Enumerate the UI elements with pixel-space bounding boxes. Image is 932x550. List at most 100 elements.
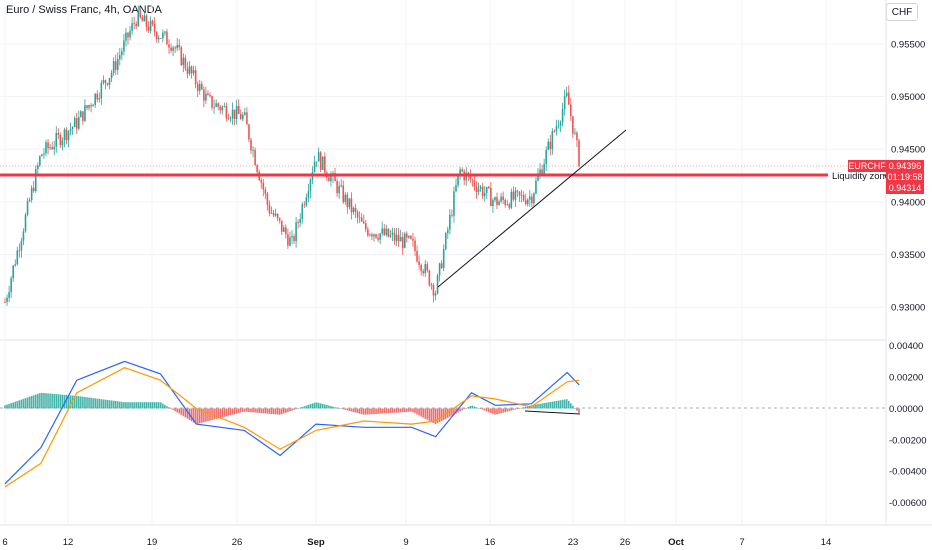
candle: [73, 116, 76, 128]
macd-histogram-bar: [123, 402, 125, 409]
candle: [102, 75, 105, 85]
macd-histogram-bar: [572, 405, 574, 409]
macd-histogram-bar: [459, 408, 461, 412]
macd-histogram-bar: [262, 408, 265, 414]
candle: [65, 127, 68, 145]
candle: [391, 227, 394, 242]
candle: [488, 185, 490, 189]
macd-histogram-bar: [422, 408, 424, 418]
candle: [20, 237, 23, 258]
macd-histogram-bar: [385, 408, 388, 414]
candle: [494, 196, 496, 203]
macd-histogram-bar: [303, 406, 306, 409]
macd-histogram-bar: [276, 408, 279, 415]
macd-histogram-bar: [84, 396, 86, 409]
candle: [133, 16, 135, 30]
macd-histogram-bar: [399, 408, 402, 413]
macd-histogram-bar: [291, 408, 293, 411]
macd-histogram-bar: [168, 407, 170, 409]
candle: [129, 26, 131, 41]
macd-histogram-bar: [453, 408, 455, 415]
candle: [90, 102, 92, 113]
candle: [344, 192, 347, 205]
price-tick-label: 0.95000: [891, 92, 925, 103]
candle: [307, 184, 310, 203]
macd-histogram-bar: [266, 408, 269, 414]
macd-histogram-bar: [471, 405, 474, 409]
candle: [266, 191, 269, 211]
candle: [182, 53, 185, 73]
macd-histogram-bar: [53, 393, 55, 409]
candle: [531, 193, 533, 208]
macd-histogram-bar: [490, 408, 492, 413]
candle: [543, 158, 545, 175]
candle: [293, 233, 295, 245]
candle: [10, 276, 12, 298]
macd-histogram-bar: [221, 408, 224, 418]
macd-histogram-bar: [151, 402, 154, 409]
candle: [110, 69, 113, 83]
macd-histogram-bar: [26, 397, 29, 409]
candle: [242, 112, 244, 122]
macd-histogram-bar: [309, 404, 312, 409]
macd-histogram-bar: [6, 404, 8, 409]
candle: [194, 66, 197, 89]
price-tick-label: 0.94500: [891, 145, 925, 156]
macd-histogram-bar: [143, 402, 146, 409]
macd-divergence-line[interactable]: [524, 410, 581, 415]
candle: [53, 140, 55, 156]
candle: [221, 105, 224, 115]
candle: [164, 30, 166, 36]
macd-histogram-bar: [139, 402, 142, 409]
candle: [186, 61, 189, 79]
candle: [84, 99, 86, 122]
macd-histogram-bar: [412, 408, 414, 413]
candle: [215, 99, 217, 108]
candle: [506, 199, 509, 206]
macd-histogram-bar: [16, 401, 19, 409]
macd-histogram-bar: [43, 393, 45, 409]
candle: [67, 130, 70, 148]
candle: [174, 45, 176, 53]
macd-histogram-bar: [315, 402, 318, 409]
macd-histogram-bar: [252, 408, 254, 413]
chart-title: Euro / Swiss Franc, 4h, OANDA: [6, 4, 162, 16]
zone-price-tag: [886, 182, 924, 194]
macd-histogram-bar: [55, 394, 58, 409]
macd-histogram-bar: [545, 402, 547, 409]
candle: [567, 85, 570, 105]
macd-histogram-bar: [192, 408, 195, 423]
candle: [416, 245, 418, 263]
macd-histogram-bar: [264, 408, 267, 414]
macd-histogram-bar: [73, 395, 76, 409]
macd-histogram-bar: [274, 408, 277, 415]
macd-histogram-bar: [457, 408, 459, 413]
time-tick-label: 26: [620, 537, 631, 548]
macd-line: [4, 360, 580, 485]
macd-histogram-bar: [194, 408, 197, 424]
macd-histogram-bar: [395, 408, 398, 413]
candle: [332, 170, 334, 183]
candle: [565, 87, 568, 98]
macd-histogram-bar: [467, 406, 470, 409]
trendline[interactable]: [437, 129, 627, 288]
macd-histogram-bar: [420, 408, 422, 417]
candle: [576, 130, 578, 147]
candle: [559, 120, 562, 132]
candle: [350, 192, 353, 220]
candle: [260, 177, 263, 189]
macd-histogram-bar: [225, 408, 228, 417]
macd-histogram-bar: [176, 408, 178, 413]
macd-histogram-bar: [356, 408, 359, 414]
macd-histogram-bar: [424, 408, 427, 419]
macd-histogram-bar: [348, 408, 351, 411]
macd-histogram-bar: [256, 408, 258, 413]
candle: [399, 229, 402, 242]
candle: [356, 209, 359, 224]
candle: [477, 182, 480, 196]
macd-histogram-bar: [160, 402, 162, 409]
candle: [551, 128, 554, 155]
candle: [137, 5, 140, 28]
candle: [168, 39, 170, 54]
